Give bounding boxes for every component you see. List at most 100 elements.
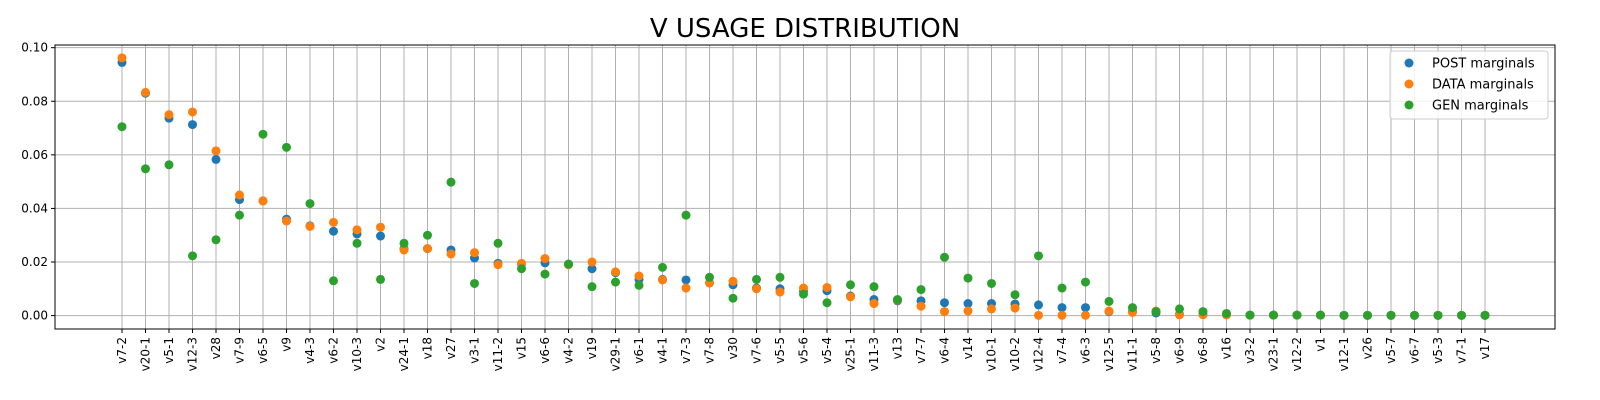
- x-tick-label: v13: [891, 337, 905, 359]
- data-point: [775, 272, 785, 282]
- data-point: [1198, 307, 1208, 317]
- x-tick-label: v11-3: [867, 337, 881, 371]
- x-tick-label: v5-7: [1384, 337, 1398, 364]
- x-tick-label: v16: [1220, 337, 1234, 359]
- x-tick-label: v7-2: [115, 337, 129, 364]
- data-point: [987, 278, 996, 288]
- x-tick-label: v7-4: [1055, 337, 1069, 364]
- data-points: [117, 53, 1490, 320]
- data-point: [235, 190, 244, 200]
- data-point: [1363, 310, 1372, 320]
- data-point: [658, 262, 667, 272]
- data-point: [211, 235, 221, 245]
- legend-marker: [1404, 100, 1414, 110]
- data-point: [1128, 303, 1137, 313]
- data-point: [423, 230, 432, 240]
- series-gen-marginals: [117, 122, 1490, 320]
- x-tick-label: v7-8: [703, 337, 717, 364]
- data-point: [1010, 303, 1020, 313]
- data-point: [728, 276, 738, 286]
- x-tick-label: v19: [585, 337, 599, 359]
- x-tick-label: v1: [1314, 337, 1328, 352]
- data-point: [869, 299, 879, 309]
- x-tick-label: v6-2: [327, 337, 341, 364]
- data-point: [587, 264, 597, 274]
- data-point: [799, 283, 808, 293]
- data-point: [611, 277, 620, 287]
- x-tick-label: v25-1: [844, 337, 858, 371]
- x-tick-label: v12-2: [1290, 337, 1304, 371]
- data-point: [493, 238, 503, 248]
- data-point: [1081, 303, 1090, 313]
- data-point: [1034, 300, 1043, 310]
- data-point: [1175, 304, 1184, 314]
- data-point: [940, 252, 949, 262]
- data-point: [1057, 310, 1067, 320]
- data-point: [728, 293, 738, 303]
- chart-title: V USAGE DISTRIBUTION: [650, 14, 960, 44]
- data-point: [587, 282, 597, 292]
- data-point: [1480, 310, 1490, 320]
- data-point: [1104, 296, 1114, 306]
- data-point: [1034, 251, 1043, 261]
- data-point: [681, 210, 691, 220]
- x-tick-label: v14: [961, 337, 975, 359]
- data-point: [1081, 277, 1090, 287]
- data-point: [963, 273, 973, 283]
- x-tick-label: v5-4: [820, 337, 834, 364]
- legend-marker: [1404, 79, 1414, 89]
- x-tick-label: v4-1: [656, 337, 670, 364]
- data-point: [446, 177, 456, 187]
- data-point: [846, 292, 855, 302]
- data-point: [1081, 310, 1090, 320]
- data-point: [1339, 310, 1349, 320]
- y-tick-label: 0.04: [21, 201, 48, 215]
- data-point: [352, 238, 362, 248]
- data-point: [963, 306, 973, 316]
- x-tick-label: v18: [421, 337, 435, 359]
- data-point: [1433, 310, 1443, 320]
- data-point: [188, 251, 197, 261]
- data-point: [916, 285, 926, 295]
- data-point: [846, 280, 855, 290]
- y-tick-label: 0.08: [21, 94, 48, 108]
- data-point: [211, 154, 221, 164]
- y-tick-label: 0.10: [21, 41, 48, 55]
- data-point: [211, 146, 221, 156]
- x-tick-label: v6-4: [938, 337, 952, 364]
- legend-label: DATA marginals: [1432, 78, 1534, 93]
- x-tick-label: v12-5: [1102, 337, 1116, 371]
- x-tick-label: v6-5: [256, 337, 270, 364]
- data-point: [470, 248, 479, 258]
- x-tick-label: v27: [444, 337, 458, 359]
- y-tick-label: 0.00: [21, 309, 48, 323]
- data-point: [141, 164, 150, 174]
- data-point: [799, 289, 808, 299]
- data-point: [940, 307, 949, 317]
- data-point: [611, 267, 620, 277]
- y-tick-label: 0.06: [21, 148, 48, 162]
- data-point: [446, 249, 456, 259]
- data-point: [1316, 310, 1325, 320]
- data-point: [540, 269, 550, 279]
- data-point: [1057, 283, 1067, 293]
- data-point: [141, 87, 150, 97]
- data-point: [1245, 310, 1255, 320]
- data-point: [634, 280, 644, 290]
- y-tick-label: 0.02: [21, 255, 48, 269]
- x-tick-label: v7-6: [750, 337, 764, 364]
- plot-frame: [54, 44, 1556, 330]
- legend-label: GEN marginals: [1432, 99, 1529, 114]
- data-point: [399, 238, 409, 248]
- data-point: [658, 275, 667, 285]
- x-tick-label: v5-6: [797, 337, 811, 364]
- data-point: [164, 110, 174, 120]
- data-point: [376, 274, 385, 284]
- x-tick-label: v4-2: [562, 337, 576, 364]
- data-point: [188, 107, 197, 117]
- data-point: [352, 225, 362, 235]
- x-tick-label: v28: [209, 337, 223, 359]
- data-point: [117, 53, 127, 63]
- data-point: [258, 196, 268, 206]
- data-point: [517, 264, 526, 274]
